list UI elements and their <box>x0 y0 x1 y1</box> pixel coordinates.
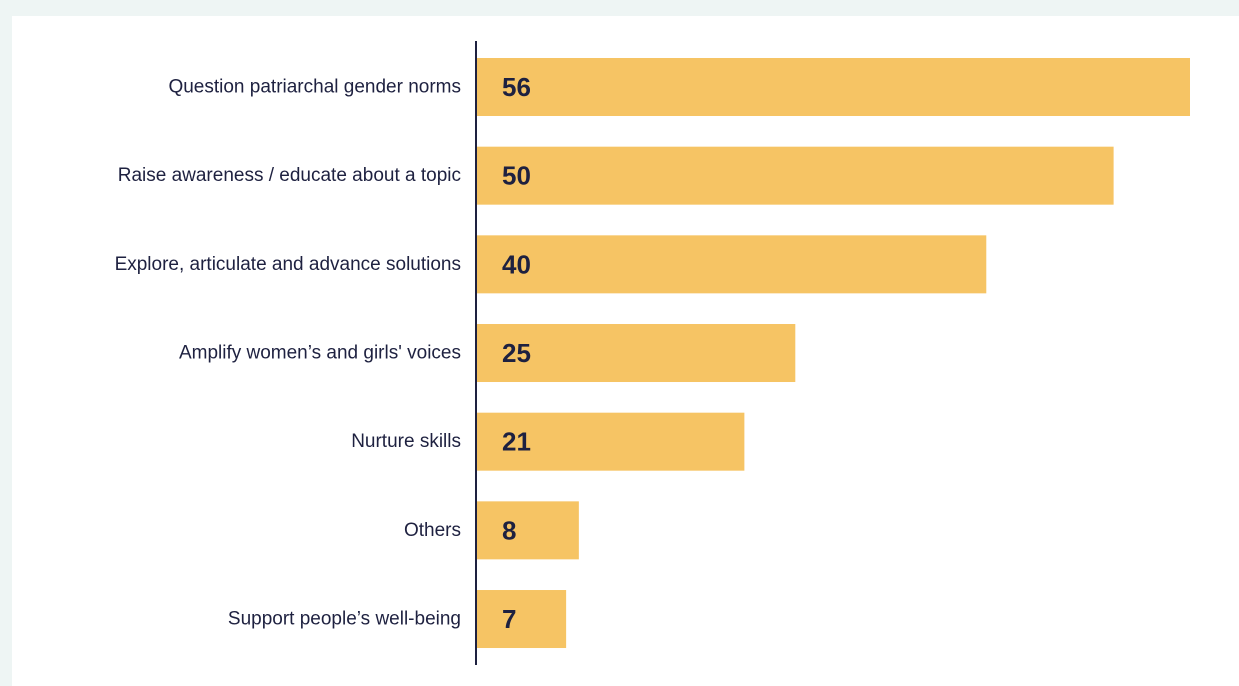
category-label: Amplify women’s and girls' voices <box>179 343 461 364</box>
value-labels-group: 56 50 40 25 21 8 7 <box>502 72 531 634</box>
bar-2 <box>477 146 1114 205</box>
category-label: Support people’s well-being <box>228 609 461 630</box>
value-label: 7 <box>502 604 516 634</box>
value-label: 8 <box>502 515 516 545</box>
bar-7 <box>477 590 567 649</box>
category-labels-group: Question patriarchal gender norms Raise a… <box>115 77 461 630</box>
category-label: Nurture skills <box>351 431 461 452</box>
value-label: 21 <box>502 427 531 457</box>
category-label: Raise awareness / educate about a topic <box>118 165 461 186</box>
bars-group <box>477 58 1190 649</box>
bar-6 <box>477 501 579 560</box>
bar-5 <box>477 412 745 471</box>
value-label: 40 <box>502 249 531 279</box>
bar-3 <box>477 235 987 294</box>
value-label: 56 <box>502 72 531 102</box>
bar-1 <box>477 58 1190 116</box>
bar-4 <box>477 324 796 383</box>
value-label: 50 <box>502 161 531 191</box>
category-label: Question patriarchal gender norms <box>168 77 461 98</box>
category-label: Explore, articulate and advance solution… <box>115 254 461 275</box>
value-label: 25 <box>502 338 531 368</box>
category-label: Others <box>404 520 461 541</box>
